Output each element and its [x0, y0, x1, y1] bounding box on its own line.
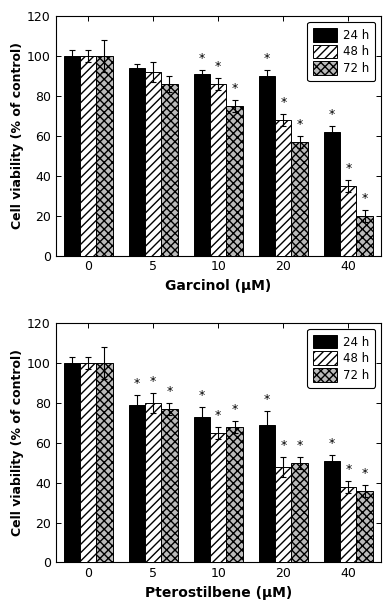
Text: *: *: [150, 375, 156, 388]
Bar: [324, 461, 340, 563]
X-axis label: Garcinol (μM): Garcinol (μM): [165, 279, 271, 293]
Bar: [356, 216, 373, 255]
Text: *: *: [264, 52, 270, 65]
Text: *: *: [361, 467, 368, 480]
X-axis label: Pterostilbene (μM): Pterostilbene (μM): [145, 586, 292, 600]
Text: *: *: [199, 52, 205, 65]
Text: *: *: [361, 192, 368, 205]
Text: *: *: [134, 377, 140, 390]
Bar: [227, 426, 243, 563]
Bar: [259, 425, 275, 563]
Text: *: *: [280, 96, 287, 109]
Text: *: *: [329, 108, 335, 121]
Bar: [340, 186, 356, 255]
Text: *: *: [215, 409, 221, 422]
Bar: [162, 84, 178, 255]
Text: *: *: [296, 118, 303, 131]
Bar: [291, 463, 308, 563]
Bar: [194, 74, 210, 255]
Bar: [194, 417, 210, 563]
Bar: [96, 56, 113, 255]
Bar: [129, 405, 145, 563]
Text: *: *: [329, 437, 335, 450]
Text: *: *: [345, 162, 352, 175]
Bar: [227, 106, 243, 255]
Text: *: *: [166, 385, 172, 398]
Bar: [259, 76, 275, 255]
Bar: [340, 486, 356, 563]
Y-axis label: Cell viability (% of control): Cell viability (% of control): [11, 349, 24, 536]
Bar: [145, 72, 162, 255]
Bar: [80, 56, 96, 255]
Text: *: *: [296, 439, 303, 452]
Text: *: *: [280, 439, 287, 452]
Bar: [275, 120, 291, 255]
Bar: [210, 84, 227, 255]
Bar: [96, 363, 113, 563]
Bar: [324, 132, 340, 255]
Bar: [145, 403, 162, 563]
Bar: [210, 433, 227, 563]
Text: *: *: [231, 82, 238, 95]
Text: *: *: [264, 393, 270, 406]
Bar: [356, 491, 373, 563]
Bar: [64, 363, 80, 563]
Bar: [80, 363, 96, 563]
Text: *: *: [215, 60, 221, 73]
Bar: [291, 142, 308, 255]
Text: *: *: [345, 463, 352, 476]
Bar: [64, 56, 80, 255]
Text: *: *: [231, 403, 238, 416]
Bar: [275, 467, 291, 563]
Legend: 24 h, 48 h, 72 h: 24 h, 48 h, 72 h: [307, 329, 375, 388]
Legend: 24 h, 48 h, 72 h: 24 h, 48 h, 72 h: [307, 22, 375, 81]
Y-axis label: Cell viability (% of control): Cell viability (% of control): [11, 42, 24, 229]
Bar: [162, 409, 178, 563]
Bar: [129, 68, 145, 255]
Text: *: *: [199, 389, 205, 402]
